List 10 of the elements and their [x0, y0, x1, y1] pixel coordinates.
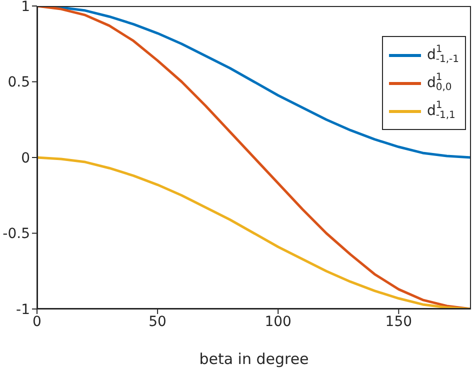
x-axis-title: beta in degree	[199, 350, 309, 368]
y-tick-label: 0	[21, 150, 30, 166]
x-tick-label: 100	[264, 314, 292, 330]
y-tick-label: 0.5	[8, 74, 30, 91]
y-tick-label: -1	[16, 302, 30, 318]
x-tick-label: 0	[32, 314, 42, 330]
x-tick-label: 50	[148, 314, 166, 330]
y-tick-label: -0.5	[2, 226, 30, 242]
x-tick-label: 150	[385, 314, 412, 330]
y-tick-label: 1	[21, 0, 30, 15]
